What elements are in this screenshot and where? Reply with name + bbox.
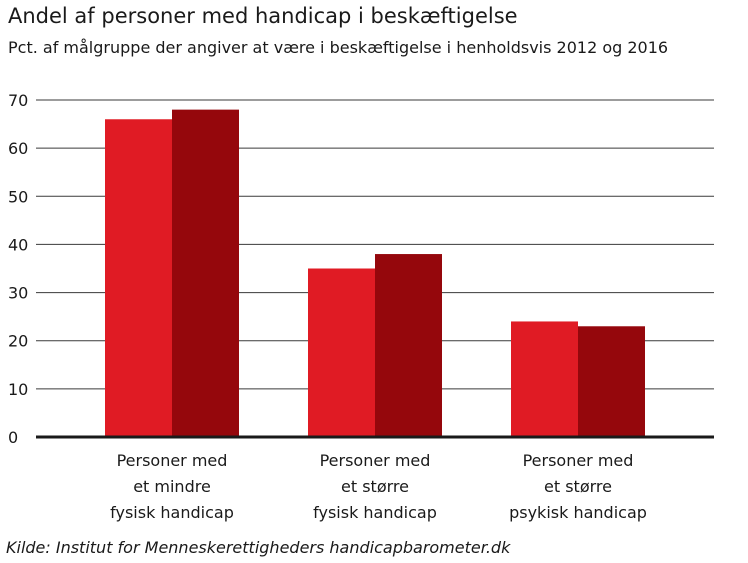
y-tick-label: 20 — [8, 332, 28, 351]
labels: 0 10 20 30 40 50 60 70 Personer med et mindre fysi… — [8, 91, 647, 522]
y-tick-label: 70 — [8, 91, 28, 110]
y-tick-label: 30 — [8, 284, 28, 303]
bar-series2-cat3 — [578, 326, 645, 437]
x-tick-label: et større — [341, 477, 409, 496]
source-note: Kilde: Institut for Menneskerettigheders… — [6, 538, 511, 557]
x-tick-label: Personer med — [117, 451, 228, 470]
bar-series1-cat3 — [511, 321, 578, 437]
y-tick-label: 0 — [8, 428, 18, 447]
x-tick-label: Personer med — [523, 451, 634, 470]
x-tick-label: Personer med — [320, 451, 431, 470]
y-tick-label: 50 — [8, 187, 28, 206]
bar-series1-cat1 — [105, 119, 172, 437]
bar-series2-cat2 — [375, 254, 442, 437]
x-tick-label: psykisk handicap — [509, 503, 647, 522]
bar-series1-cat2 — [308, 268, 375, 437]
y-tick-label: 40 — [8, 235, 28, 254]
chart-subtitle: Pct. af målgruppe der angiver at være i … — [8, 38, 669, 57]
x-tick-label: et større — [544, 477, 612, 496]
y-tick-label: 10 — [8, 380, 28, 399]
x-tick-label: fysisk handicap — [313, 503, 437, 522]
x-tick-label: et mindre — [133, 477, 211, 496]
x-tick-label: fysisk handicap — [110, 503, 234, 522]
bar-series2-cat1 — [172, 109, 239, 437]
chart-title: Andel af personer med handicap i beskæft… — [8, 4, 518, 28]
y-tick-label: 60 — [8, 139, 28, 158]
bars — [105, 109, 645, 437]
